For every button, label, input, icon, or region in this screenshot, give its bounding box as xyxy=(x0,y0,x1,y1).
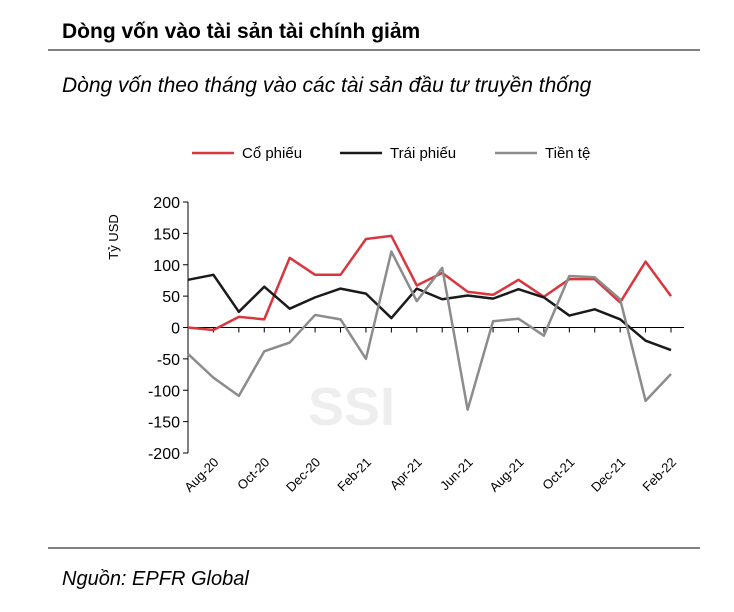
x-tick-label: Oct-21 xyxy=(539,455,577,493)
y-tick-label: 150 xyxy=(153,226,180,243)
y-tick-label: 50 xyxy=(162,289,180,306)
y-tick-label: -150 xyxy=(148,415,180,432)
legend-label: Trái phiếu xyxy=(390,145,456,162)
y-tick-label: -200 xyxy=(148,446,180,463)
x-tick-label: Dec-21 xyxy=(588,455,628,495)
x-tick-label: Feb-22 xyxy=(639,455,679,495)
y-tick-label: -100 xyxy=(148,383,180,400)
x-tick-label: Apr-21 xyxy=(387,455,425,493)
series-line xyxy=(187,273,672,352)
legend-label: Tiền tệ xyxy=(545,145,590,162)
source: Nguồn: EPFR Global xyxy=(62,568,249,590)
x-tick-label: Aug-20 xyxy=(181,455,221,495)
series-line xyxy=(187,250,672,411)
subtitle: Dòng vốn theo tháng vào các tài sản đầu … xyxy=(62,74,592,97)
x-tick-label: Dec-20 xyxy=(283,455,323,495)
title: Dòng vốn vào tài sản tài chính giảm xyxy=(62,20,420,43)
x-tick-label: Aug-21 xyxy=(486,455,526,495)
y-tick-label: -50 xyxy=(157,352,180,369)
legend-label: Cổ phiếu xyxy=(242,145,302,162)
y-tick-label: 0 xyxy=(171,321,180,338)
y-tick-label: 100 xyxy=(153,258,180,275)
y-tick-label: 200 xyxy=(153,195,180,212)
x-tick-label: Oct-20 xyxy=(234,455,272,493)
x-tick-label: Jun-21 xyxy=(437,455,476,494)
series-line xyxy=(187,234,673,332)
y-axis-label: Tỷ USD xyxy=(106,214,121,260)
watermark: SSI xyxy=(308,377,395,437)
x-tick-label: Feb-21 xyxy=(334,455,374,495)
